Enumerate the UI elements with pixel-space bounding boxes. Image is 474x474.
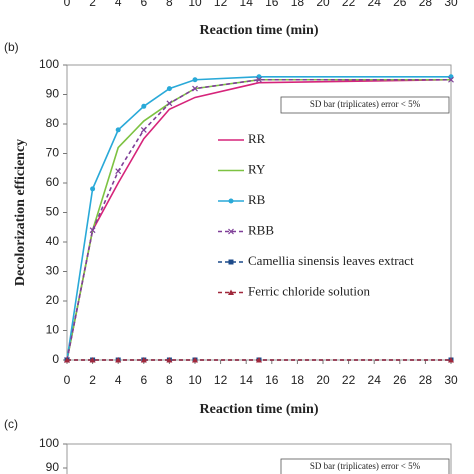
x-tick-label: 6 (140, 373, 147, 387)
y-axis-label: Decolorization efficiency (13, 139, 28, 286)
legend-label: RR (248, 131, 266, 146)
x-tick-label: 22 (342, 0, 356, 9)
x-tick-label: 28 (419, 0, 433, 9)
marker (256, 76, 262, 83)
marker (192, 357, 198, 363)
legend-label: RY (248, 161, 266, 176)
x-tick-label: 4 (115, 373, 122, 387)
x-tick-label: 20 (316, 0, 330, 9)
x-tick-label: 8 (166, 0, 173, 9)
marker (192, 85, 198, 92)
legend-label: RBB (248, 222, 274, 237)
marker (141, 103, 147, 109)
y-tick-label: 100 (39, 57, 59, 71)
marker (256, 357, 262, 363)
x-tick-label: 16 (265, 0, 279, 9)
y-tick-label: 80 (46, 116, 60, 130)
panel-label: (c) (4, 417, 18, 431)
x-tick-label: 2 (89, 373, 96, 387)
series-line (66, 78, 452, 361)
y-tick-label: 70 (46, 146, 60, 160)
marker (228, 259, 234, 265)
y-tick-label: 40 (46, 234, 60, 248)
marker (228, 198, 234, 204)
marker (140, 357, 147, 363)
x-tick-label: 6 (140, 0, 147, 9)
x-tick-label: 0 (64, 0, 71, 9)
marker (448, 357, 454, 363)
marker (192, 77, 198, 83)
x-tick-label: 0 (64, 373, 71, 387)
y-tick-label: 90 (46, 87, 60, 101)
x-tick-label: 30 (444, 373, 458, 387)
legend-label: Camellia sinensis leaves extract (248, 253, 414, 268)
x-tick-label: 28 (419, 373, 433, 387)
y-tick-label: 100 (39, 436, 59, 450)
marker (166, 357, 173, 363)
marker (166, 100, 173, 107)
y-tick-label: 20 (46, 293, 60, 307)
x-tick-label: 20 (316, 373, 330, 387)
y-tick-label: 10 (46, 323, 60, 337)
series-line (66, 78, 451, 361)
x-tick-label: 26 (393, 0, 407, 9)
x-tick-label: 2 (89, 0, 96, 9)
marker (228, 228, 234, 235)
y-tick-label: 50 (46, 205, 60, 219)
annotation-box (280, 96, 450, 114)
x-tick-label: 26 (393, 373, 407, 387)
x-tick-label: 10 (188, 373, 202, 387)
panel-label: (b) (4, 40, 19, 54)
x-tick-label: 22 (342, 373, 356, 387)
marker (64, 357, 70, 363)
x-tick-label: 24 (368, 373, 382, 387)
legend-label: RB (248, 192, 266, 207)
annotation: SD bar (triplicates) error < 5% (310, 99, 421, 109)
marker (115, 357, 122, 363)
x-tick-label: 14 (240, 0, 254, 9)
annotation: SD bar (triplicates) error < 5% (310, 461, 421, 471)
x-tick-label: 16 (265, 373, 279, 387)
marker (448, 76, 454, 83)
x-tick-label: 8 (166, 373, 173, 387)
marker (90, 186, 96, 192)
marker (140, 126, 147, 133)
marker (166, 86, 172, 92)
y-tick-label: 90 (46, 460, 60, 474)
annotation-box (280, 458, 450, 474)
y-tick-label: 30 (46, 264, 60, 278)
x-tick-label: 12 (214, 0, 228, 9)
legend-label: Ferric chloride solution (248, 283, 371, 298)
x-tick-label: 14 (240, 373, 254, 387)
x-tick-label: 10 (188, 0, 202, 9)
x-tick-label: 12 (214, 373, 228, 387)
marker (89, 227, 96, 234)
x-tick-label: 18 (291, 0, 305, 9)
marker (115, 168, 122, 175)
series-line (66, 76, 451, 361)
series-line (66, 78, 451, 361)
y-tick-label: 60 (46, 175, 60, 189)
x-axis-label: Reaction time (min) (200, 23, 319, 38)
x-tick-label: 24 (368, 0, 382, 9)
marker (89, 357, 96, 363)
x-tick-label: 4 (115, 0, 122, 9)
y-tick-label: 0 (52, 352, 59, 366)
x-tick-label: 18 (291, 373, 305, 387)
x-tick-label: 30 (444, 0, 458, 9)
marker (115, 127, 121, 133)
x-axis-label: Reaction time (min) (200, 402, 319, 417)
marker (228, 289, 234, 295)
